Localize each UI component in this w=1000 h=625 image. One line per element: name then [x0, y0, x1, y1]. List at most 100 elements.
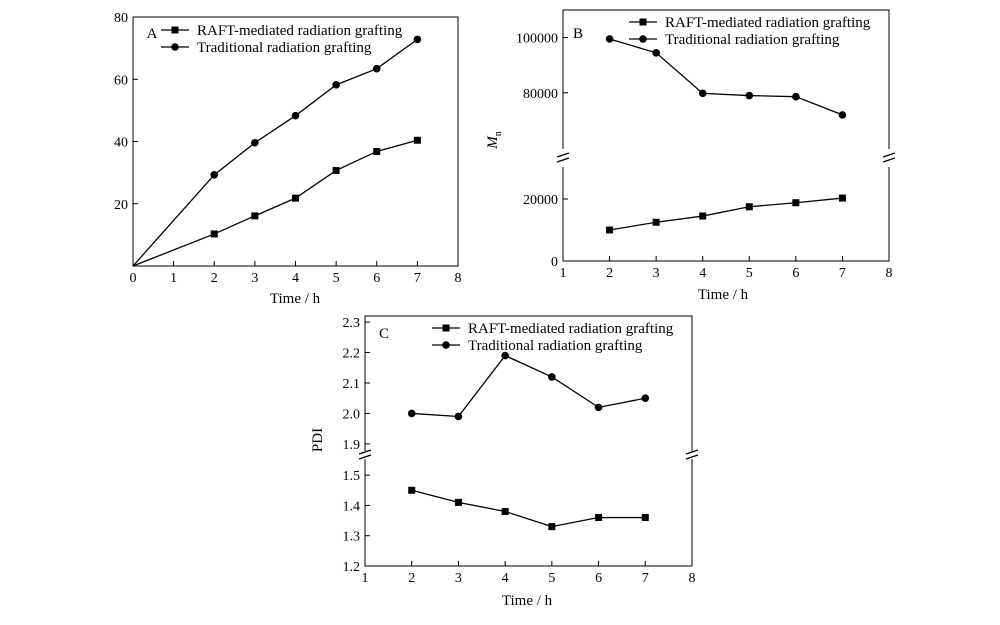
legend-label: Traditional radiation grafting: [665, 32, 840, 48]
y-tick-label: 80: [114, 11, 128, 26]
x-tick-label: 2: [211, 271, 218, 286]
x-tick-label: 3: [251, 271, 258, 286]
x-tick-label: 8: [689, 571, 696, 586]
data-point-circle: [413, 35, 422, 44]
data-point-square: [413, 136, 421, 144]
data-point-circle: [251, 138, 259, 147]
y-tick-label: 1.9: [343, 438, 361, 453]
legend-marker-square: [639, 18, 647, 26]
x-tick-label: 2: [606, 266, 613, 281]
x-tick-label: 0: [130, 271, 137, 286]
data-point-square: [501, 507, 509, 515]
plot-frame-upper: [562, 9, 890, 149]
legend-label: Traditional radiation grafting: [468, 338, 643, 354]
data-point-square: [606, 226, 614, 234]
panel-label: C: [379, 326, 389, 342]
y-tick-label: 20000: [523, 193, 558, 208]
x-tick-label: 8: [455, 271, 462, 286]
data-point-square: [548, 523, 556, 531]
y-tick-label: 1.3: [343, 530, 361, 545]
data-point-square: [652, 218, 660, 226]
x-axis-label: Time / h: [502, 593, 553, 609]
legend-marker-circle: [639, 35, 647, 43]
x-tick-label: 3: [653, 266, 660, 281]
plot-frame-lower: [562, 167, 890, 262]
data-point-circle: [372, 64, 381, 73]
y-tick-label: 0: [551, 255, 558, 270]
legend-marker-circle: [442, 341, 450, 349]
x-tick-label: 4: [292, 271, 299, 286]
x-tick-label: 7: [642, 571, 649, 586]
axis-break-mark: [556, 157, 570, 163]
x-tick-label: 3: [455, 571, 462, 586]
series-line: [411, 489, 646, 528]
data-point-circle: [407, 409, 416, 418]
data-point-circle: [291, 111, 300, 120]
data-point-circle: [210, 171, 219, 179]
x-tick-label: 7: [414, 271, 421, 286]
data-point-circle: [698, 89, 707, 98]
chart-panel-b: 1 2 3 4 5 6 7 8 0 20000 80000 100000 Time / h Mn B RAFT…: [485, 9, 896, 303]
legend-label: RAFT-mediated radiation grafting: [468, 321, 674, 337]
series-traditional: [605, 35, 847, 119]
x-tick-label: 6: [792, 266, 799, 281]
x-tick-label: 5: [746, 266, 753, 281]
data-point-square: [332, 166, 340, 174]
x-tick-label: 1: [170, 271, 177, 286]
legend-label: Traditional radiation grafting: [197, 40, 372, 56]
axis-break-mark: [882, 152, 896, 158]
x-tick-label: 6: [595, 571, 602, 586]
series-line: [609, 38, 843, 116]
axis-break-mark: [685, 449, 699, 455]
legend-label: RAFT-mediated radiation grafting: [665, 15, 871, 31]
data-point-circle: [548, 373, 556, 381]
y-tick-label: 100000: [516, 32, 558, 47]
y-tick-label: 80000: [523, 87, 558, 102]
series-line: [132, 139, 418, 267]
data-point-circle: [594, 403, 603, 412]
plot-frame-lower: [364, 459, 693, 567]
data-point-circle: [454, 412, 463, 421]
y-axis-label: PDI: [310, 428, 326, 452]
data-point-square: [251, 212, 259, 220]
data-point-circle: [641, 394, 650, 403]
data-point-circle: [745, 91, 754, 100]
y-tick-label: 2.3: [343, 316, 361, 331]
x-tick-label: 4: [699, 266, 706, 281]
data-point-square: [408, 486, 416, 494]
y-tick-label: 2.2: [343, 347, 361, 362]
axis-break-mark: [358, 454, 372, 460]
data-point-circle: [838, 111, 847, 119]
axis-break-mark: [358, 449, 372, 455]
axis-break-mark: [685, 454, 699, 460]
series-line: [411, 354, 646, 418]
axis-break-mark: [556, 152, 570, 158]
x-tick-label: 5: [333, 271, 340, 286]
panel-label: B: [573, 26, 583, 42]
axis-break-mark: [882, 157, 896, 163]
data-point-circle: [332, 81, 340, 89]
x-tick-label: 8: [886, 266, 893, 281]
y-axis-label-subscript: n: [493, 131, 504, 136]
series-raft-mediated: [606, 194, 846, 234]
x-axis-label: Time / h: [270, 291, 321, 307]
panel-label: A: [147, 26, 158, 42]
x-axis-label: Time / h: [698, 287, 749, 303]
data-point-square: [699, 212, 707, 220]
y-tick-label: 2.1: [343, 377, 361, 392]
data-point-square: [745, 203, 753, 211]
series-traditional: [132, 35, 422, 267]
data-point-square: [210, 230, 218, 238]
x-tick-label: 7: [839, 266, 846, 281]
chart-panel-a: 0 1 2 3 4 5 6 7 8 20 40 60 80 Time / h A RAFT-mediated …: [114, 11, 462, 307]
series-traditional: [407, 351, 650, 421]
data-point-square: [792, 199, 800, 207]
x-tick-label: 1: [362, 571, 369, 586]
x-tick-label: 4: [502, 571, 509, 586]
y-axis-label-main: M: [485, 135, 501, 150]
y-tick-label: 1.5: [343, 469, 361, 484]
data-point-square: [373, 147, 381, 155]
y-tick-label: 20: [114, 198, 128, 213]
series-raft-mediated: [132, 136, 421, 267]
